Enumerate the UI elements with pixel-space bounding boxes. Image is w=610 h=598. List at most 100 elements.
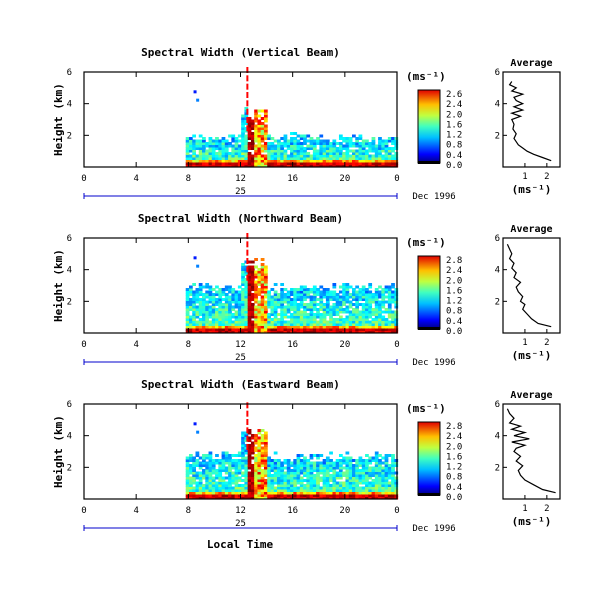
heatmap-spike-dash	[246, 100, 249, 107]
heatmap-cell	[365, 320, 369, 324]
heatmap-cell	[345, 464, 350, 467]
heatmap-cell	[325, 464, 330, 467]
heatmap-cell	[244, 449, 249, 452]
heatmap-cell	[290, 147, 294, 150]
heatmap-cell	[325, 471, 330, 475]
heatmap-cell	[250, 313, 255, 316]
heatmap-cell	[345, 469, 350, 472]
heatmap-cell	[188, 328, 193, 331]
heatmap-cell	[224, 328, 229, 331]
heatmap-cell	[260, 283, 265, 286]
heatmap-cell	[244, 293, 249, 296]
heatmap-cell	[195, 491, 200, 495]
heatmap-cell	[254, 486, 258, 490]
heatmap-cell	[241, 149, 245, 153]
heatmap-cell	[188, 285, 193, 289]
heatmap-cell	[211, 303, 216, 306]
heatmap-cell	[296, 479, 301, 482]
heatmap-cell	[335, 459, 340, 462]
heatmap-cell	[215, 139, 219, 143]
heatmap-cell	[309, 298, 314, 301]
heatmap-cell	[365, 476, 369, 480]
heatmap-cell	[374, 147, 379, 150]
heatmap-cell	[371, 162, 376, 165]
heatmap-cell	[338, 481, 343, 485]
heatmap-cell	[260, 484, 265, 487]
heatmap-cell	[381, 461, 386, 465]
heatmap-cell	[280, 157, 285, 160]
heatmap-cell	[378, 481, 382, 485]
heatmap-cell	[374, 315, 379, 319]
heatmap-cell	[192, 466, 197, 470]
heatmap-cell	[391, 454, 395, 457]
heatmap-cell	[208, 313, 213, 316]
heatmap-cell	[332, 481, 337, 485]
heatmap-cell	[270, 476, 275, 480]
heatmap-cell	[247, 285, 252, 289]
heatmap-cell	[234, 496, 239, 500]
heatmap-cell	[247, 270, 252, 274]
heatmap-cell	[257, 288, 262, 291]
heatmap-cell	[188, 466, 193, 470]
heatmap-cell	[260, 290, 265, 294]
heatmap-cell	[195, 481, 200, 485]
heatmap-cell	[241, 303, 245, 306]
heatmap-cell	[254, 280, 258, 284]
heatmap-cell	[358, 152, 363, 155]
heatmap-cell	[329, 290, 333, 294]
heatmap-cell	[244, 310, 249, 314]
heatmap-cell	[355, 476, 360, 480]
heatmap-cell	[241, 298, 245, 301]
heatmap-cell	[257, 451, 262, 455]
heatmap-cell	[257, 461, 262, 465]
heatmap-cell	[384, 323, 389, 326]
heatmap-cell	[211, 496, 216, 500]
heatmap-cell	[267, 461, 271, 465]
heatmap-cell	[277, 320, 281, 324]
heatmap-cell	[263, 469, 268, 472]
heatmap-cell	[231, 293, 236, 296]
heatmap-cell	[211, 476, 216, 480]
heatmap-cell	[365, 481, 369, 485]
heatmap-cell	[195, 454, 200, 457]
heatmap-cell	[322, 459, 327, 462]
heatmap-cell	[254, 293, 258, 296]
heatmap-cell	[202, 328, 206, 331]
heatmap-cell	[250, 293, 255, 296]
heatmap-cell	[228, 456, 232, 460]
heatmap-cell	[290, 491, 294, 495]
heatmap-cell	[286, 323, 291, 326]
heatmap-cell	[257, 441, 262, 445]
heatmap-cell	[342, 320, 346, 324]
panel-3: Spectral Width (Eastward Beam)0 4 8 12 16 20 0…	[52, 378, 561, 534]
heatmap-cell	[312, 308, 317, 311]
heatmap-cell	[387, 489, 392, 492]
heatmap-cell	[241, 164, 245, 168]
heatmap-cell	[185, 494, 190, 497]
heatmap-cell	[348, 162, 353, 165]
heatmap-cell	[237, 479, 242, 482]
heatmap-cell	[273, 459, 278, 462]
heatmap-cell	[387, 315, 392, 319]
heatmap-cell	[378, 154, 382, 158]
heatmap-cell	[368, 290, 373, 294]
heatmap-cell	[387, 293, 392, 296]
heatmap-cell	[345, 484, 350, 487]
heatmap-cell	[309, 162, 314, 165]
heatmap-cell	[381, 159, 386, 163]
heatmap-cell	[205, 300, 210, 304]
heatmap-cell	[254, 258, 258, 261]
heatmap-cell	[270, 157, 275, 160]
heatmap-cell	[267, 323, 271, 326]
heatmap-spike-dash	[246, 274, 249, 281]
heatmap-cell	[355, 479, 360, 482]
heatmap-cell	[221, 325, 226, 329]
heatmap-cell	[257, 479, 262, 482]
heatmap-cell	[218, 164, 223, 168]
heatmap-cell	[202, 484, 206, 487]
heatmap-cell	[241, 119, 245, 123]
heatmap-cell	[342, 328, 346, 331]
heatmap-cell	[244, 481, 249, 485]
heatmap-cell	[371, 295, 376, 299]
heatmap-cell	[280, 283, 285, 286]
